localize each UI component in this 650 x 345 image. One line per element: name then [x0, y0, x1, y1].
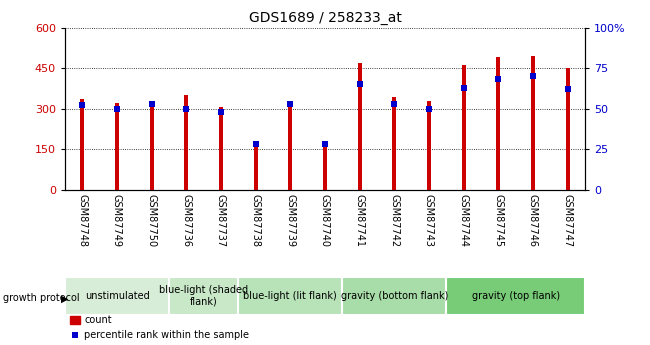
Text: GSM87748: GSM87748	[77, 194, 87, 247]
Text: growth protocol: growth protocol	[3, 294, 80, 303]
Text: GSM87750: GSM87750	[147, 194, 157, 247]
Text: GSM87741: GSM87741	[355, 194, 365, 247]
Bar	[80, 99, 84, 190]
Bar	[358, 63, 362, 190]
Text: unstimulated: unstimulated	[84, 291, 150, 301]
Text: GSM87745: GSM87745	[493, 194, 503, 247]
Bar	[65, 277, 169, 315]
Bar	[115, 103, 119, 190]
Text: blue-light (lit flank): blue-light (lit flank)	[244, 291, 337, 301]
Text: GSM87743: GSM87743	[424, 194, 434, 247]
Text: GSM87744: GSM87744	[459, 194, 469, 247]
Text: GSM87736: GSM87736	[181, 194, 191, 247]
Text: GSM87742: GSM87742	[389, 194, 399, 247]
Bar	[323, 142, 327, 190]
Text: gravity (bottom flank): gravity (bottom flank)	[341, 291, 448, 301]
Text: blue-light (shaded
flank): blue-light (shaded flank)	[159, 285, 248, 307]
Title: GDS1689 / 258233_at: GDS1689 / 258233_at	[248, 11, 402, 25]
Text: GSM87740: GSM87740	[320, 194, 330, 247]
Bar	[496, 57, 500, 190]
Text: GSM87737: GSM87737	[216, 194, 226, 247]
Text: GSM87746: GSM87746	[528, 194, 538, 247]
Bar	[462, 66, 466, 190]
Text: GSM87739: GSM87739	[285, 194, 295, 247]
Bar	[219, 107, 223, 190]
Bar	[531, 56, 535, 190]
Bar	[184, 95, 188, 190]
Bar	[150, 102, 154, 190]
Text: ▶: ▶	[61, 294, 69, 303]
Bar	[566, 68, 570, 190]
Bar	[343, 277, 447, 315]
Bar	[169, 277, 239, 315]
Bar	[288, 101, 292, 190]
Bar	[427, 101, 431, 190]
Bar	[447, 277, 585, 315]
Text: GSM87747: GSM87747	[563, 194, 573, 247]
Bar	[239, 277, 343, 315]
Text: GSM87749: GSM87749	[112, 194, 122, 247]
Text: GSM87738: GSM87738	[251, 194, 261, 247]
Text: gravity (top flank): gravity (top flank)	[472, 291, 560, 301]
Bar	[254, 142, 258, 190]
Legend: count, percentile rank within the sample: count, percentile rank within the sample	[70, 315, 250, 340]
Bar	[392, 97, 396, 190]
